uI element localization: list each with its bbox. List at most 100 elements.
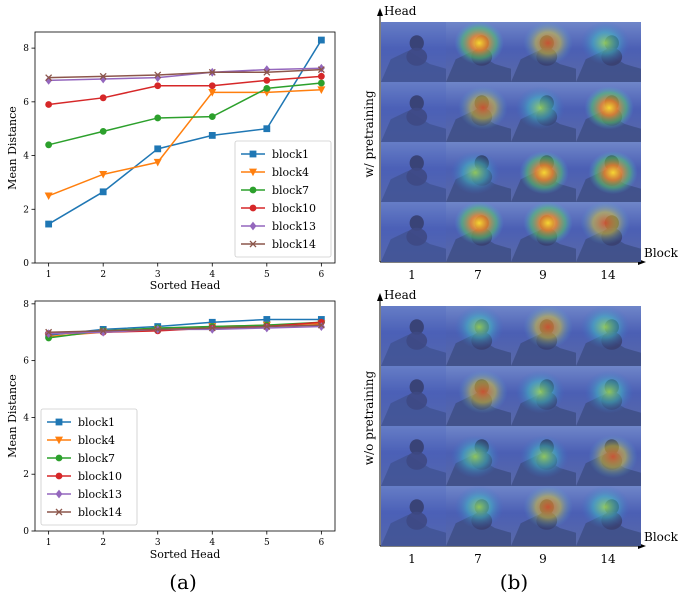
legend-entry-block1: block1 <box>78 416 115 429</box>
series-line-block10 <box>48 75 322 106</box>
point-block7 <box>208 113 216 121</box>
y-tick-label: 2 <box>23 205 29 215</box>
attention-map-tile <box>511 305 576 366</box>
attention-map-tile <box>576 21 641 82</box>
point-block1 <box>208 132 216 139</box>
bottom-y-ticks: 0 2 4 6 8 <box>23 300 35 537</box>
panel-label-b: (b) <box>500 570 528 594</box>
legend-marker-block7 <box>249 186 257 194</box>
y-tick-label: 4 <box>23 413 29 423</box>
attention-map-tile <box>381 142 446 202</box>
point-block1 <box>317 36 325 44</box>
grid-bot-y-arrowhead <box>377 293 383 301</box>
attention-map-tile <box>511 21 576 82</box>
grid-bot-col-label-9: 9 <box>539 552 547 566</box>
attention-grid-w-pretraining: Head Block w/ pretraining 1 7 9 14 <box>362 4 678 282</box>
legend-box <box>40 408 138 526</box>
y-tick-label: 6 <box>23 98 29 108</box>
legend-marker-block4 <box>249 168 257 177</box>
legend-entry-block14: block14 <box>272 238 316 251</box>
attention-map-tile <box>381 82 446 142</box>
attention-map-tile <box>381 426 446 486</box>
legend-marker-block13 <box>249 221 257 231</box>
top-x-axis-label: Sorted Head <box>150 279 221 292</box>
series-block14 <box>45 66 325 82</box>
bottom-x-ticks: 1 2 3 4 5 6 <box>46 531 324 548</box>
point-block14 <box>99 327 107 335</box>
grid-top-col-label-7: 7 <box>474 268 482 282</box>
attention-map-tile <box>511 201 576 262</box>
attention-map-tile <box>446 201 511 262</box>
y-tick-label: 2 <box>23 470 29 480</box>
point-block1 <box>263 316 271 323</box>
point-block13 <box>45 75 53 85</box>
series-block14 <box>45 321 325 336</box>
point-block13 <box>263 323 271 333</box>
legend-marker-block10 <box>249 204 257 212</box>
grid-bot-head-label: Head <box>384 288 417 302</box>
attention-map-tile <box>446 366 511 426</box>
x-tick-label: 4 <box>209 270 215 280</box>
legend-marker-block4 <box>55 436 63 445</box>
point-block10 <box>154 82 162 90</box>
top-y-axis-label: Mean Distance <box>6 106 19 190</box>
y-tick-label: 4 <box>23 152 29 162</box>
top-y-ticks: 0 2 4 6 8 <box>23 44 35 269</box>
point-block4 <box>317 86 326 94</box>
legend-marker-block14 <box>55 508 63 516</box>
grid-bot-col-label-7: 7 <box>474 552 482 566</box>
series-block1 <box>45 36 325 228</box>
legend-marker-block1 <box>249 150 257 158</box>
point-block14 <box>317 321 325 329</box>
point-block1 <box>154 145 162 153</box>
grid-bot-row-label: w/o pretraining <box>362 370 376 465</box>
point-block4 <box>153 158 162 167</box>
panel-label-a: (a) <box>169 570 197 594</box>
top-line-chart: 0 2 4 6 8 1 2 3 4 5 6 Sorted Head Mean Distance b… <box>6 31 336 292</box>
top-x-ticks: 1 2 3 4 5 6 <box>46 263 324 280</box>
attention-map-tile <box>381 486 446 546</box>
grid-top-head-label: Head <box>384 4 417 18</box>
point-block14 <box>154 325 162 333</box>
legend-entry-block13: block13 <box>78 488 122 501</box>
x-tick-label: 2 <box>100 538 106 548</box>
point-block7 <box>99 127 107 135</box>
point-block10 <box>317 72 325 80</box>
attention-map-tile <box>576 201 641 262</box>
point-block14 <box>45 74 53 82</box>
attention-map-tile <box>576 305 641 366</box>
x-tick-label: 5 <box>264 538 270 548</box>
attention-map-tile <box>446 305 511 366</box>
legend-entry-block14: block14 <box>78 506 122 519</box>
point-block14 <box>263 68 271 76</box>
bottom-y-axis-label: Mean Distance <box>6 374 19 458</box>
point-block10 <box>99 94 107 102</box>
attention-grid-wo-pretraining: Head Block w/o pretraining 1 7 9 14 <box>362 288 678 566</box>
top-plot-frame <box>34 31 336 264</box>
grid-bot-cells <box>381 305 641 546</box>
top-legend: block1 block4 block7 block10 block13 block14 <box>234 140 332 258</box>
x-tick-label: 5 <box>264 270 270 280</box>
series-block7 <box>45 79 325 149</box>
y-tick-label: 8 <box>23 300 29 310</box>
grid-top-col-label-1: 1 <box>408 268 416 282</box>
attention-map-tile <box>511 485 576 546</box>
series-line-block14 <box>48 324 322 333</box>
series-line-block1 <box>48 39 323 225</box>
legend-entry-block7: block7 <box>78 452 115 465</box>
point-block4 <box>44 192 53 201</box>
point-block14 <box>45 328 53 336</box>
point-block4 <box>208 89 217 97</box>
attention-map-tile <box>381 366 446 426</box>
attention-map-tile <box>446 82 511 142</box>
point-block10 <box>208 82 216 90</box>
attention-map-tile <box>576 485 641 546</box>
point-block4 <box>99 170 108 179</box>
point-block10 <box>45 101 53 108</box>
grid-top-col-label-14: 14 <box>600 268 616 282</box>
point-block13 <box>154 73 162 83</box>
point-block7 <box>154 114 162 122</box>
x-tick-label: 2 <box>100 270 106 280</box>
series-line-block13 <box>48 67 322 82</box>
